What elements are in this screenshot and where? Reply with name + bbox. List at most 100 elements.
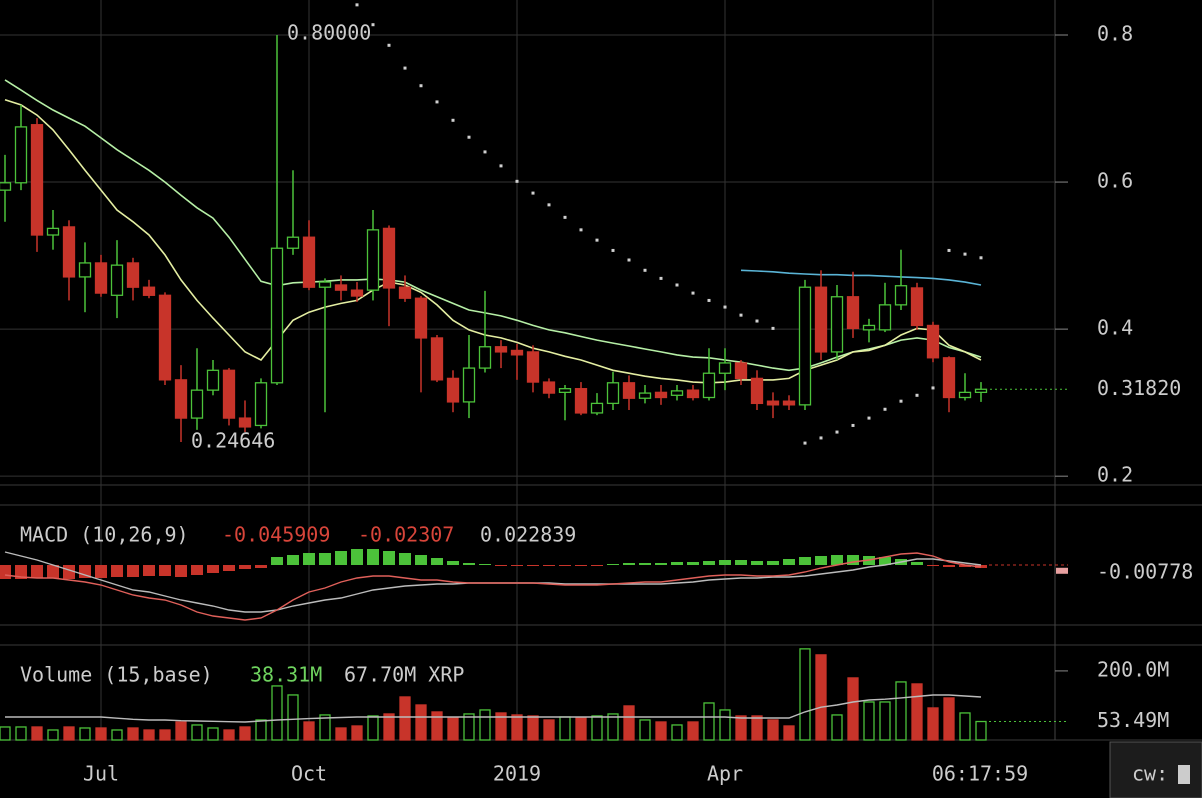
sar-dot: [515, 179, 519, 183]
candle-body: [926, 324, 940, 359]
volume-bar: [831, 714, 843, 741]
macd-histogram-bar: [767, 561, 779, 565]
panel-title: MACD (10,26,9): [20, 523, 189, 547]
volume-bar: [239, 726, 251, 741]
volume-bar: [335, 727, 347, 741]
volume-bar: [111, 729, 123, 741]
volume-bar: [383, 713, 395, 741]
macd-histogram-bar: [591, 565, 603, 566]
candle-body: [222, 369, 236, 419]
sar-dot: [835, 430, 839, 434]
candle-body: [670, 390, 684, 396]
sar-dot: [611, 248, 615, 252]
macd-histogram-bar: [511, 565, 523, 566]
macd-histogram-bar: [479, 564, 491, 565]
macd-histogram-bar: [495, 565, 507, 566]
volume-bar: [655, 721, 667, 741]
candle-body: [318, 281, 332, 288]
x-tick-label: 2019: [493, 762, 541, 786]
volume-bar: [559, 716, 571, 741]
sar-dot: [595, 238, 599, 242]
candle-body: [270, 247, 284, 384]
candle-body: [910, 287, 924, 327]
candle-body: [382, 227, 396, 289]
macd-histogram-bar: [15, 565, 27, 579]
candle-body: [766, 400, 780, 406]
sar-dot: [947, 248, 951, 252]
macd-histogram-bar: [831, 555, 843, 565]
y-tick-label: 0.4: [1097, 316, 1133, 340]
candle-body: [958, 391, 972, 399]
last-value-label: -0.00778: [1097, 559, 1193, 583]
volume-bar: [783, 725, 795, 741]
macd-histogram-bar: [303, 553, 315, 565]
sar-dot: [579, 228, 583, 232]
price-annotation: 0.24646: [191, 429, 275, 453]
candle-body: [846, 296, 860, 330]
candle-body: [862, 324, 876, 331]
sar-dot: [387, 43, 391, 47]
volume-bar: [735, 715, 747, 741]
volume-bar: [399, 696, 411, 741]
volume-bar: [751, 715, 763, 741]
macd-histogram-bar: [879, 557, 891, 565]
macd-histogram-bar: [943, 565, 955, 567]
volume-bar: [959, 712, 971, 741]
volume-bar: [495, 712, 507, 741]
sar-dot: [755, 319, 759, 323]
macd-histogram-bar: [719, 560, 731, 565]
volume-bar: [863, 701, 875, 741]
panel-title: Volume (15,base): [20, 663, 213, 687]
volume-bar: [63, 726, 75, 741]
candle-body: [286, 236, 300, 249]
readout-value: -0.02307: [358, 523, 454, 547]
volume-bar: [351, 725, 363, 741]
candle-body: [302, 236, 316, 288]
candle-body: [734, 362, 748, 380]
macd-histogram-bar: [111, 565, 123, 577]
sar-dot: [723, 305, 727, 309]
candle-body: [782, 400, 796, 406]
candle-body: [574, 388, 588, 414]
macd-histogram-bar: [319, 553, 331, 565]
candle-body: [878, 304, 892, 331]
indicator-line: [4, 98, 982, 384]
volume-bar: [95, 727, 107, 741]
macd-histogram-bar: [543, 565, 555, 566]
macd-histogram-bar: [559, 565, 571, 566]
sar-dot: [435, 100, 439, 104]
readout-value: 67.70M XRP: [344, 663, 464, 687]
candle-body: [558, 388, 572, 394]
volume-bar: [607, 713, 619, 741]
macd-histogram-bar: [383, 551, 395, 565]
macd-histogram-bar: [623, 563, 635, 565]
volume-bar: [847, 677, 859, 741]
volume-bar: [975, 720, 987, 741]
sar-dot: [643, 268, 647, 272]
macd-histogram-bar: [639, 563, 651, 565]
volume-bar: [911, 683, 923, 741]
volume-bar: [15, 726, 27, 741]
candle-body: [510, 349, 524, 356]
candle-body: [398, 286, 412, 299]
candle-body: [462, 367, 476, 403]
volume-bar: [79, 727, 91, 741]
candle-body: [446, 377, 460, 403]
sar-dot: [819, 436, 823, 440]
readout-value: -0.045909: [222, 523, 330, 547]
macd-histogram-bar: [927, 565, 939, 566]
last-price-label: 0.31820: [1097, 376, 1181, 400]
macd-histogram-bar: [287, 555, 299, 565]
macd-histogram-bar: [399, 553, 411, 565]
macd-histogram-bar: [335, 551, 347, 565]
volume-bar: [511, 714, 523, 741]
volume-bar: [591, 715, 603, 741]
volume-bar: [287, 694, 299, 741]
countdown: 06:17:59: [932, 762, 1028, 786]
sar-dot: [915, 393, 919, 397]
macd-histogram-bar: [655, 563, 667, 565]
volume-bar: [623, 705, 635, 741]
console-prompt[interactable]: cw:: [1132, 762, 1168, 786]
indicator-line: [4, 79, 982, 372]
macd-histogram-bar: [127, 565, 139, 577]
